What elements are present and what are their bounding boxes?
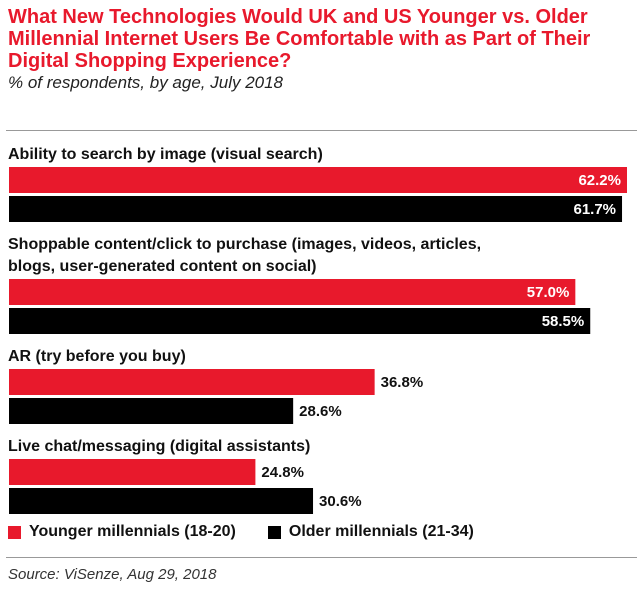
bar — [9, 398, 294, 424]
data-label: 58.5% — [542, 313, 585, 330]
legend-swatch-younger — [8, 525, 21, 539]
legend-item-older: Older millennials (21-34) — [267, 523, 474, 541]
category-label: Live chat/messaging (digital assistants) — [8, 438, 310, 455]
bar — [9, 459, 256, 485]
bottom-divider — [6, 557, 637, 558]
chart-subtitle: % of respondents, by age, July 2018 — [8, 73, 284, 92]
top-divider — [6, 130, 637, 131]
category-label: Shoppable content/click to purchase (ima… — [8, 236, 481, 253]
data-label: 62.2% — [578, 172, 621, 189]
chart-title: What New Technologies Would UK and US Yo… — [8, 6, 591, 72]
bar — [9, 369, 375, 395]
legend-label-younger: Younger millennials (18-20) — [29, 523, 236, 540]
data-label: 57.0% — [527, 284, 570, 301]
category-label: blogs, user-generated content on social) — [8, 258, 317, 275]
category-label: Ability to search by image (visual searc… — [8, 146, 323, 163]
chart-source: Source: ViSenze, Aug 29, 2018 — [8, 566, 217, 583]
legend-swatch-older — [267, 525, 281, 539]
data-label: 61.7% — [573, 201, 616, 218]
legend-item-younger: Younger millennials (18-20) — [8, 523, 236, 541]
bar — [9, 196, 623, 222]
legend-label-older: Older millennials (21-34) — [288, 523, 474, 540]
data-label: 28.6% — [299, 403, 342, 420]
bar — [9, 167, 627, 193]
bar — [9, 308, 591, 334]
bar — [9, 279, 576, 305]
data-label: 24.8% — [261, 464, 304, 481]
chart-legend: Younger millennials (18-20) Older millen… — [8, 523, 506, 541]
category-label: AR (try before you buy) — [8, 348, 186, 365]
data-label: 30.6% — [319, 493, 362, 510]
data-label: 36.8% — [381, 374, 424, 391]
bar — [9, 488, 314, 514]
